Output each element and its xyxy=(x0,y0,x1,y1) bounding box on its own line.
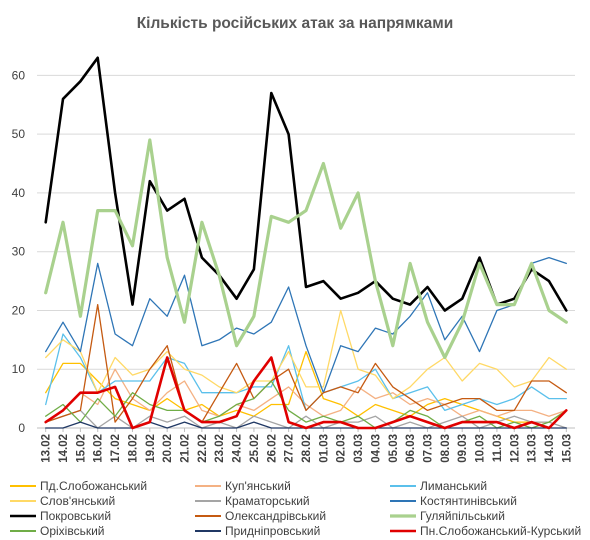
x-tick-label: 15.02 xyxy=(75,434,87,463)
series-line xyxy=(45,309,567,400)
series-line xyxy=(45,256,567,394)
x-tick-label: 22.02 xyxy=(197,434,209,463)
x-tick-label: 04.03 xyxy=(370,434,382,463)
legend: Пд.Слобожанський Куп'янський Лиманський Сло… xyxy=(10,479,581,538)
x-tick-label: 07.03 xyxy=(422,434,434,463)
x-tick-label: 06.03 xyxy=(405,434,417,463)
legend-label: Лиманський xyxy=(420,479,487,493)
x-tick-label: 19.02 xyxy=(145,434,157,463)
y-tick-label: 30 xyxy=(12,245,26,259)
gridlines xyxy=(37,74,575,370)
x-tick-label: 13.03 xyxy=(527,434,539,463)
legend-label: Слов'янський xyxy=(40,494,115,508)
x-tick-label: 23.02 xyxy=(214,434,226,463)
legend-label: Оріхівський xyxy=(40,524,105,538)
x-tick-label: 18.02 xyxy=(127,434,139,463)
y-tick-label: 50 xyxy=(12,127,26,141)
axes: 0 10 20 30 40 50 60 13.02 14.02 15.02 16.02 17.02 18… xyxy=(12,68,575,463)
x-tick-label: 14.03 xyxy=(544,434,556,463)
x-tick-label: 02.03 xyxy=(336,434,348,463)
x-tick-label: 08.03 xyxy=(440,434,452,463)
x-tick-label: 09.03 xyxy=(457,434,469,463)
series-line xyxy=(44,138,568,360)
x-tick-label: 24.02 xyxy=(232,434,244,463)
series-lines xyxy=(44,56,568,430)
y-tick-label: 20 xyxy=(12,303,26,317)
y-tick-label: 60 xyxy=(12,68,26,82)
legend-label: Краматорський xyxy=(225,494,310,508)
legend-label: Олександрівський xyxy=(225,509,326,523)
y-tick-label: 40 xyxy=(12,186,26,200)
x-tick-label: 27.02 xyxy=(284,434,296,463)
legend-label: Пд.Слобожанський xyxy=(40,479,147,493)
series-line xyxy=(44,356,568,430)
legend-label: Костянтинівський xyxy=(420,494,517,508)
series-line xyxy=(45,380,567,429)
x-tick-label: 25.02 xyxy=(249,434,261,463)
series-line xyxy=(45,368,567,423)
y-tick-label: 10 xyxy=(12,362,26,376)
series-line xyxy=(45,303,567,423)
legend-label: Покровський xyxy=(40,509,111,523)
x-tick-label: 15.03 xyxy=(561,434,573,463)
x-tick-label: 16.02 xyxy=(93,434,105,463)
x-tick-label: 17.02 xyxy=(110,434,122,463)
x-tick-label: 11.03 xyxy=(492,434,504,462)
x-tick-label: 14.02 xyxy=(58,434,70,463)
legend-label: Куп'янський xyxy=(225,479,291,493)
legend-label: Пн.Слобожанський-Курський xyxy=(420,524,581,538)
x-tick-label: 03.03 xyxy=(353,434,365,463)
legend-label: Придніпровський xyxy=(225,524,320,538)
x-tick-label: 05.03 xyxy=(388,434,400,463)
x-tick-label: 12.03 xyxy=(509,434,521,463)
x-tick-label: 20.02 xyxy=(162,434,174,463)
x-tick-label: 26.02 xyxy=(266,434,278,463)
x-tick-label: 10.03 xyxy=(475,434,487,463)
x-tick-label: 01.03 xyxy=(318,434,330,463)
chart-title: Кількість російських атак за напрямками xyxy=(137,15,454,32)
x-tick-label: 21.02 xyxy=(180,434,192,463)
x-tick-label: 13.02 xyxy=(41,434,53,463)
series-line xyxy=(44,56,568,312)
legend-label: Гуляйпільський xyxy=(420,509,505,523)
x-tick-label: 28.02 xyxy=(301,434,313,463)
y-tick-label: 0 xyxy=(18,421,25,435)
